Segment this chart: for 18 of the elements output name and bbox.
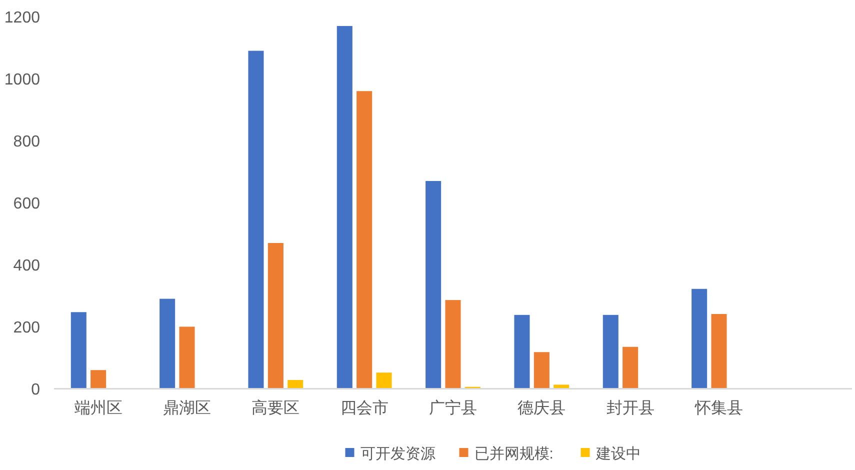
x-tick-label: 端州区 [74,399,122,417]
y-tick-label: 600 [13,195,40,212]
x-tick-label: 四会市 [340,399,388,417]
y-tick-label: 1200 [4,9,40,26]
legend-label: 建设中 [594,445,641,462]
y-tick-label: 0 [31,381,40,398]
x-tick-label: 高要区 [252,399,300,417]
y-tick-label: 200 [13,319,40,336]
legend-label: 已并网规模: [474,445,554,462]
x-tick-label: 鼎湖区 [163,399,211,417]
x-tick-label: 怀集县 [694,400,743,417]
x-tick-label: 德庆县 [518,399,566,417]
legend-label: 可开发资源 [360,445,436,462]
x-tick-label: 封开县 [606,399,654,417]
y-tick-label: 400 [13,257,40,274]
y-tick-label: 1000 [4,71,40,88]
x-tick-label: 广宁县 [429,399,477,417]
y-tick-label: 800 [13,133,40,150]
